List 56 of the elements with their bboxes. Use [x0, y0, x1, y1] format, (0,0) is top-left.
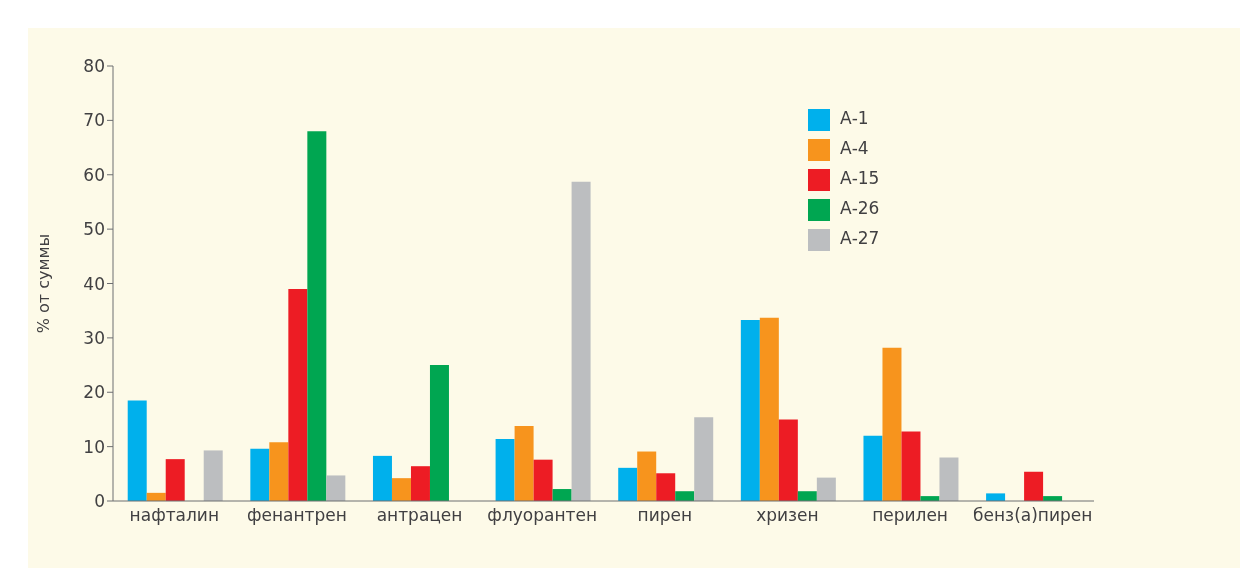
bar [694, 417, 714, 501]
y-tick-label: 70 [83, 110, 105, 131]
bar [533, 459, 553, 501]
bar [410, 466, 430, 501]
y-tick-label: 30 [83, 327, 105, 348]
bar [901, 431, 921, 501]
bar [288, 288, 308, 501]
y-tick-label: 50 [83, 219, 105, 240]
bar [552, 489, 572, 501]
x-tick-label: бенз(а)пирен [973, 505, 1093, 526]
x-tick-label: пирен [637, 505, 693, 526]
bar [863, 435, 883, 501]
bar [656, 473, 676, 501]
bar [250, 448, 270, 501]
legend-label: А-27 [840, 228, 880, 248]
bar [618, 467, 638, 501]
x-tick-label: нафталин [129, 505, 220, 526]
bar [759, 317, 779, 501]
bar [372, 455, 392, 501]
x-tick-label: фенантрен [246, 505, 347, 526]
y-tick-label: 40 [83, 273, 105, 294]
x-tick-label: антрацен [376, 505, 463, 526]
bar [165, 459, 185, 501]
bar [797, 491, 817, 501]
bar [391, 478, 411, 501]
bar [203, 450, 223, 501]
y-tick-label: 20 [83, 382, 105, 403]
legend-label: А-26 [840, 198, 880, 218]
bar [495, 439, 515, 501]
bar [269, 442, 289, 501]
bar [127, 400, 147, 501]
legend-label: А-1 [840, 108, 869, 128]
legend-label: А-15 [840, 168, 880, 188]
y-tick-label: 10 [83, 436, 105, 457]
bar [986, 493, 1006, 501]
y-tick-label: 0 [94, 491, 105, 512]
x-tick-label: флуорантен [487, 505, 598, 526]
bar [882, 347, 902, 501]
bar [939, 457, 959, 501]
bar [1024, 471, 1044, 501]
bar [571, 181, 591, 501]
bar [637, 451, 657, 501]
bar [307, 131, 327, 501]
y-tick-label: 60 [83, 164, 105, 185]
bar [816, 477, 836, 501]
legend-label: А-4 [840, 138, 869, 158]
x-tick-label: хризен [756, 505, 819, 526]
bar [514, 425, 534, 501]
x-tick-label: перилен [872, 505, 948, 526]
bar [675, 491, 695, 501]
bar [740, 319, 760, 501]
bar [778, 419, 798, 501]
y-tick-label: 80 [83, 56, 105, 77]
bar [429, 365, 449, 501]
bar [326, 475, 346, 501]
y-axis-title: % от суммы [33, 233, 53, 334]
